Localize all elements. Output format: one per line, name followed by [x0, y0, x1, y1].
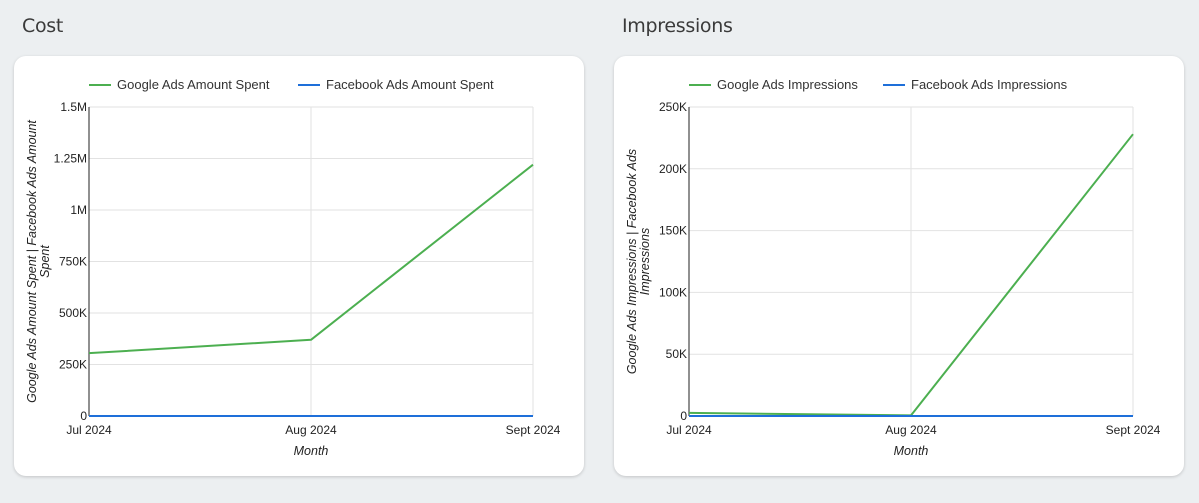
chart-legend: Google Ads Impressions Facebook Ads Impre… — [689, 77, 1068, 92]
impressions-chart-card: Google Ads Impressions Facebook Ads Impre… — [614, 56, 1184, 476]
legend-label: Facebook Ads Amount Spent — [326, 77, 494, 92]
y-tick-label: 0 — [80, 409, 87, 423]
data-point[interactable] — [907, 412, 915, 420]
series-line-google[interactable] — [88, 163, 534, 355]
data-point[interactable] — [307, 336, 315, 344]
data-point[interactable] — [85, 412, 93, 420]
y-tick-label: 50K — [666, 347, 687, 361]
y-tick-label: 250K — [659, 100, 687, 114]
y-axis-title-line: Google Ads Impressions | Facebook Ads — [625, 149, 639, 374]
y-axis-title: Google Ads Impressions | Facebook Ads Imp… — [625, 149, 652, 374]
impressions-line-chart: Google Ads Impressions Facebook Ads Impre… — [625, 77, 1161, 458]
y-tick-label: 100K — [659, 285, 687, 299]
legend-item[interactable]: Facebook Ads Impressions — [883, 77, 1068, 92]
x-axis-title: Month — [294, 444, 329, 458]
y-tick-label: 1.25M — [54, 152, 87, 166]
legend-item[interactable]: Google Ads Amount Spent — [89, 77, 270, 92]
impressions-section-title: Impressions — [622, 15, 733, 37]
data-point[interactable] — [685, 412, 693, 420]
data-point[interactable] — [85, 349, 93, 357]
legend-label: Google Ads Impressions — [717, 77, 858, 92]
y-tick-label: 1M — [70, 203, 87, 217]
y-tick-label: 750K — [59, 255, 87, 269]
data-point[interactable] — [1129, 130, 1137, 138]
x-tick-label: Sept 2024 — [506, 423, 561, 437]
chart-legend: Google Ads Amount Spent Facebook Ads Amou… — [89, 77, 494, 92]
cost-chart-card: Google Ads Amount Spent Facebook Ads Amou… — [14, 56, 584, 476]
x-tick-label: Jul 2024 — [66, 423, 112, 437]
y-tick-label: 200K — [659, 162, 687, 176]
y-tick-label: 500K — [59, 306, 87, 320]
data-point[interactable] — [529, 412, 537, 420]
x-tick-label: Sept 2024 — [1106, 423, 1161, 437]
x-tick-label: Aug 2024 — [885, 423, 937, 437]
x-tick-label: Aug 2024 — [285, 423, 337, 437]
x-tick-label: Jul 2024 — [666, 423, 712, 437]
legend-label: Google Ads Amount Spent — [117, 77, 270, 92]
y-axis-title-line: Impressions — [638, 228, 652, 295]
y-axis-title: Google Ads Amount Spent | Facebook Ads A… — [25, 120, 52, 403]
cost-section-title: Cost — [22, 15, 64, 37]
data-point[interactable] — [1129, 412, 1137, 420]
data-point[interactable] — [307, 412, 315, 420]
legend-item[interactable]: Facebook Ads Amount Spent — [298, 77, 494, 92]
y-axis-title-line: Spent — [38, 245, 52, 278]
y-tick-label: 1.5M — [60, 100, 87, 114]
y-tick-label: 0 — [680, 409, 687, 423]
y-axis-title-line: Google Ads Amount Spent | Facebook Ads A… — [25, 120, 39, 403]
legend-item[interactable]: Google Ads Impressions — [689, 77, 858, 92]
legend-label: Facebook Ads Impressions — [911, 77, 1068, 92]
cost-line-chart: Google Ads Amount Spent Facebook Ads Amou… — [25, 77, 561, 458]
x-axis-title: Month — [894, 444, 929, 458]
data-point[interactable] — [529, 161, 537, 169]
y-tick-label: 150K — [659, 224, 687, 238]
y-tick-label: 250K — [59, 358, 87, 372]
